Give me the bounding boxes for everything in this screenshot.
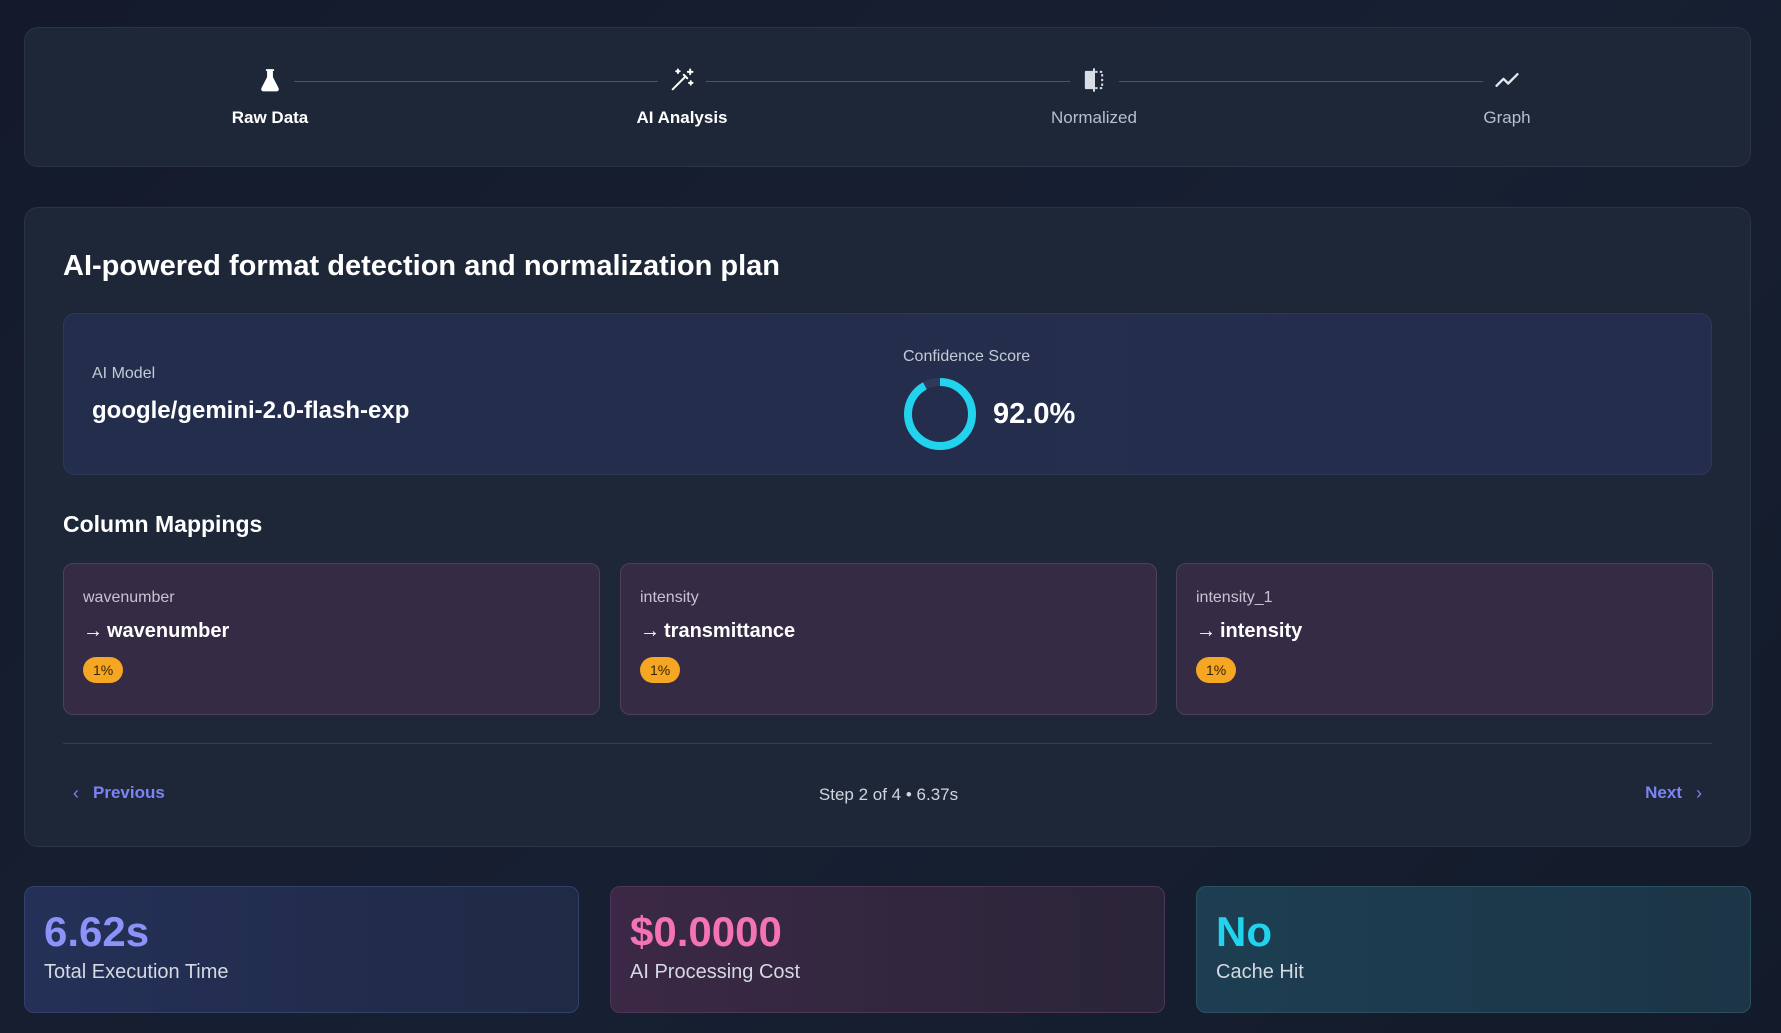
stat-card-processing-cost: $0.0000 AI Processing Cost <box>610 886 1165 1013</box>
step-ai-analysis[interactable]: AI Analysis <box>572 66 792 128</box>
arrow-right-icon: → <box>1196 620 1216 642</box>
next-label: Next <box>1645 783 1682 802</box>
mapping-target: → wavenumber <box>83 620 229 643</box>
stat-label: AI Processing Cost <box>630 961 801 983</box>
mapping-target-label: wavenumber <box>107 620 230 642</box>
step-connector <box>1119 81 1483 82</box>
stat-label: Cache Hit <box>1216 961 1304 983</box>
stat-value: $0.0000 <box>630 908 782 955</box>
arrow-right-icon: → <box>640 620 660 642</box>
step-raw-data[interactable]: Raw Data <box>160 66 380 128</box>
magic-wand-icon <box>671 68 694 91</box>
flask-icon <box>261 69 279 92</box>
previous-label: Previous <box>93 783 165 802</box>
stat-value: No <box>1216 908 1272 955</box>
mapping-source: intensity_1 <box>1196 589 1273 606</box>
mapping-confidence-badge: 1% <box>1196 657 1237 683</box>
model-info-panel: AI Model google/gemini-2.0-flash-exp Con… <box>63 313 1712 475</box>
stat-value: 6.62s <box>44 908 150 955</box>
divider <box>63 743 1712 744</box>
step-label: AI Analysis <box>636 108 728 127</box>
step-normalized[interactable]: Normalized <box>984 66 1204 128</box>
mapping-target: → intensity <box>1196 620 1302 643</box>
chevron-right-icon: › <box>1696 783 1702 804</box>
progress-stepper: Raw Data AI Analysis Normalized Graph <box>24 27 1751 167</box>
arrow-right-icon: → <box>83 620 103 642</box>
next-button[interactable]: Next › <box>1645 783 1702 804</box>
confidence-value: 92.0% <box>993 398 1076 430</box>
step-connector <box>706 81 1070 82</box>
stat-card-execution-time: 6.62s Total Execution Time <box>24 886 579 1013</box>
trend-line-icon <box>1495 73 1519 88</box>
mapping-card-intensity-1: intensity_1 → intensity 1% <box>1176 563 1713 715</box>
step-connector <box>294 81 658 82</box>
mapping-confidence-badge: 1% <box>640 657 681 683</box>
mapping-target-label: transmittance <box>664 620 796 642</box>
page-title: AI-powered format detection and normaliz… <box>63 250 780 282</box>
mapping-card-intensity: intensity → transmittance 1% <box>620 563 1157 715</box>
ai-model-label: AI Model <box>92 365 156 382</box>
confidence-ring <box>904 378 976 450</box>
column-mappings-title: Column Mappings <box>63 511 263 537</box>
ai-model-value: google/gemini-2.0-flash-exp <box>92 397 410 424</box>
step-label: Graph <box>1483 108 1531 127</box>
compare-icon <box>1084 68 1104 92</box>
previous-button[interactable]: ‹ Previous <box>73 783 165 804</box>
step-label: Raw Data <box>231 108 309 127</box>
confidence-label: Confidence Score <box>903 348 1031 365</box>
step-graph[interactable]: Graph <box>1397 66 1617 128</box>
mapping-source: intensity <box>640 589 699 606</box>
analysis-card: AI-powered format detection and normaliz… <box>24 207 1751 847</box>
confidence-ring-progress <box>904 378 976 450</box>
mapping-target-label: intensity <box>1220 620 1303 642</box>
stat-card-cache-hit: No Cache Hit <box>1196 886 1751 1013</box>
mapping-confidence-badge: 1% <box>83 657 124 683</box>
stat-label: Total Execution Time <box>44 961 229 983</box>
chevron-left-icon: ‹ <box>73 783 79 804</box>
mapping-target: → transmittance <box>640 620 795 643</box>
mapping-source: wavenumber <box>83 589 175 606</box>
mapping-card-wavenumber: wavenumber → wavenumber 1% <box>63 563 600 715</box>
step-label: Normalized <box>1051 108 1137 127</box>
step-counter: Step 2 of 4 • 6.37s <box>818 785 959 804</box>
